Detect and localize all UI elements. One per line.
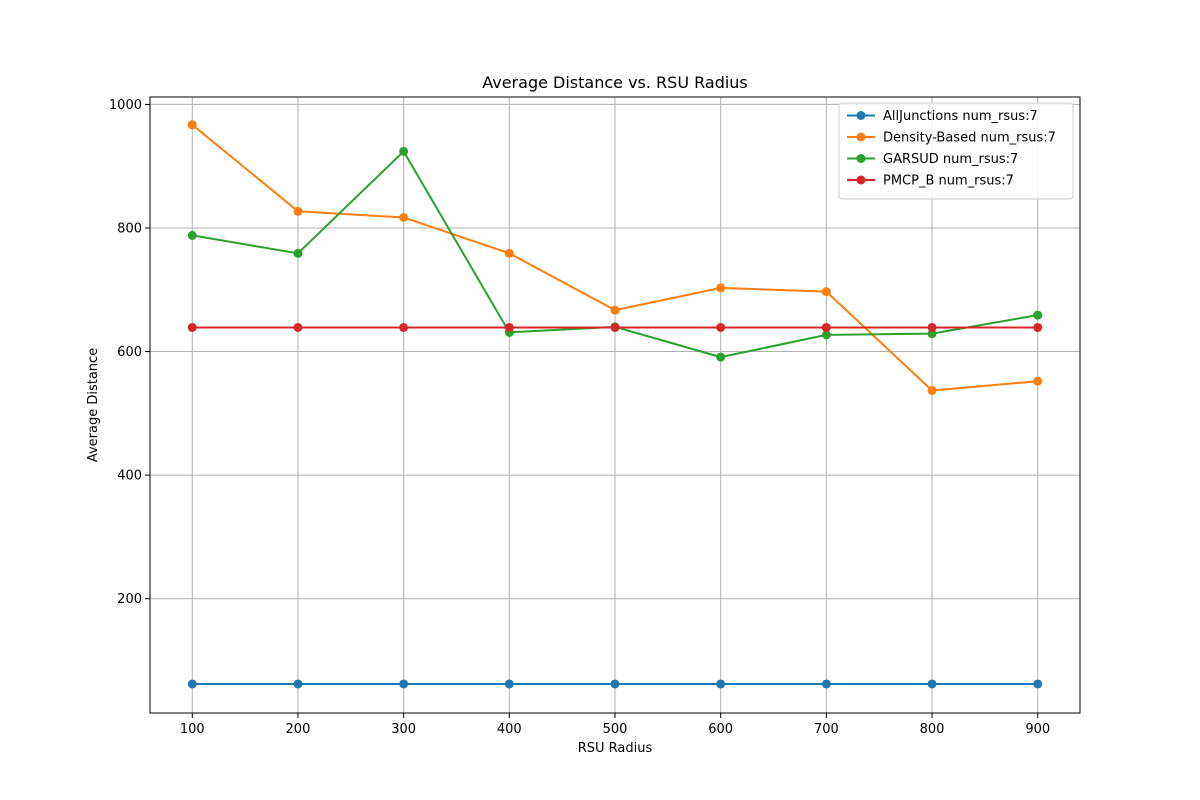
x-tick-label: 300 <box>391 722 416 737</box>
data-point <box>716 679 726 689</box>
data-point <box>610 322 620 332</box>
y-axis: 200 400 600 800 1000 <box>109 98 150 607</box>
data-point <box>399 146 409 156</box>
y-axis-label: Average Distance <box>86 348 101 462</box>
data-point <box>293 679 303 689</box>
x-tick-label: 700 <box>814 722 839 737</box>
legend: AllJunctions num_rsus:7 Density-Based num… <box>838 102 1074 200</box>
data-point <box>821 287 831 297</box>
x-tick-label: 500 <box>603 722 628 737</box>
data-point <box>716 283 726 293</box>
chart-title: Average Distance vs. RSU Radius <box>482 73 748 92</box>
data-point <box>399 679 409 689</box>
data-point <box>716 352 726 362</box>
data-point <box>504 248 514 258</box>
x-tick-label: 900 <box>1025 722 1050 737</box>
data-point <box>187 679 197 689</box>
y-tick-label: 600 <box>117 345 142 360</box>
series-layer <box>187 120 1043 689</box>
y-tick-label: 800 <box>117 221 142 236</box>
x-axis-label: RSU Radius <box>578 741 653 756</box>
grid <box>150 97 1080 713</box>
data-point <box>1033 310 1043 320</box>
data-point <box>1033 679 1043 689</box>
data-point <box>821 322 831 332</box>
data-point <box>399 212 409 222</box>
x-tick-label: 200 <box>286 722 311 737</box>
legend-swatch-marker <box>856 154 866 163</box>
y-tick-label: 1000 <box>109 98 142 113</box>
data-point <box>187 322 197 332</box>
legend-label: AllJunctions num_rsus:7 <box>883 109 1038 124</box>
legend-item: AllJunctions num_rsus:7 <box>847 109 1038 124</box>
data-point <box>927 679 937 689</box>
series-1 <box>187 120 1043 395</box>
data-point <box>821 330 831 340</box>
legend-swatch-marker <box>856 111 866 120</box>
legend-item: GARSUD num_rsus:7 <box>847 152 1018 167</box>
data-point <box>187 120 197 130</box>
legend-item: Density-Based num_rsus:7 <box>847 131 1056 146</box>
data-point <box>610 305 620 315</box>
data-point <box>716 322 726 332</box>
data-point <box>293 322 303 332</box>
legend-label: PMCP_B num_rsus:7 <box>883 174 1014 189</box>
series-0 <box>187 679 1043 689</box>
data-point <box>504 322 514 332</box>
legend-box <box>838 102 1074 200</box>
y-tick-label: 200 <box>117 592 142 607</box>
data-point <box>293 206 303 216</box>
data-point <box>927 322 937 332</box>
data-point <box>293 248 303 258</box>
legend-swatch-marker <box>856 132 866 142</box>
x-tick-label: 100 <box>180 722 205 737</box>
data-point <box>821 679 831 689</box>
data-point <box>610 679 620 689</box>
data-point <box>1033 376 1043 386</box>
data-point <box>399 322 409 332</box>
y-tick-label: 400 <box>117 469 142 484</box>
legend-label: Density-Based num_rsus:7 <box>883 131 1056 146</box>
data-point <box>927 385 937 395</box>
data-point <box>187 230 197 240</box>
legend-item: PMCP_B num_rsus:7 <box>847 174 1014 189</box>
x-tick-label: 800 <box>920 722 945 737</box>
data-point <box>504 679 514 689</box>
series-3 <box>187 322 1043 332</box>
x-tick-label: 600 <box>708 722 733 737</box>
legend-label: GARSUD num_rsus:7 <box>883 152 1018 167</box>
x-axis: 100 200 300 400 500 600 700 800 900 <box>180 713 1050 737</box>
data-point <box>1033 322 1043 332</box>
data-point <box>927 329 937 339</box>
x-tick-label: 400 <box>497 722 522 737</box>
legend-swatch-marker <box>856 175 866 185</box>
